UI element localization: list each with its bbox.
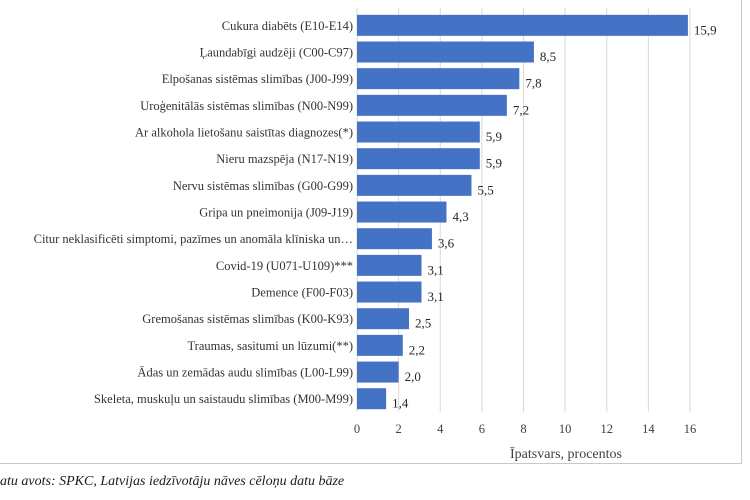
data-label: 3,1	[428, 289, 444, 304]
x-tick-label: 4	[437, 422, 444, 436]
x-tick-label: 10	[559, 422, 572, 436]
bar	[357, 361, 399, 383]
x-tick-label: 2	[396, 422, 402, 436]
category-label: Traumas, sasitumi un lūzumi(**)	[187, 339, 353, 353]
data-label: 5,5	[477, 182, 493, 197]
data-label: 2,0	[405, 369, 421, 384]
x-tick-label: 8	[520, 422, 526, 436]
bar	[357, 388, 387, 410]
bar	[357, 201, 447, 223]
data-label: 3,1	[428, 262, 444, 277]
data-label: 1,4	[392, 396, 409, 411]
bar	[357, 174, 472, 196]
x-tick-label: 16	[684, 422, 697, 436]
bar	[357, 254, 422, 276]
category-label: Nieru mazspēja (N17-N19)	[216, 152, 353, 166]
data-label: 5,9	[486, 156, 502, 171]
data-label: 2,2	[409, 342, 425, 357]
bar	[357, 68, 520, 90]
category-label: Skeleta, muskuļu un saistaudu slimības (…	[94, 392, 353, 406]
category-label: Nervu sistēmas slimības (G00-G99)	[173, 179, 353, 193]
bar	[357, 334, 403, 356]
category-label: Demence (F00-F03)	[251, 286, 353, 300]
x-tick-label: 14	[642, 422, 655, 436]
data-label: 4,3	[452, 209, 468, 224]
source-note: atu avots: SPKC, Latvijas iedzīvotāju nā…	[0, 474, 345, 489]
data-label: 7,8	[525, 76, 541, 91]
labels: 0 2 4 6 8 10 12 14 16 Cukura diabēts (E10-E14) 15,…	[34, 19, 717, 436]
x-axis-title: Īpatsvars, procentos	[510, 446, 622, 462]
data-label: 3,6	[438, 236, 455, 251]
bar	[357, 308, 410, 330]
bar	[357, 228, 432, 250]
category-label: Ādas un zemādas audu slimības (L00-L99)	[137, 366, 353, 380]
bar	[357, 121, 480, 143]
category-label: Gripa un pneimonija (J09-J19)	[199, 206, 353, 220]
bar	[357, 148, 480, 170]
data-label: 8,5	[540, 49, 556, 64]
category-label: Covid-19 (U071-U109)***	[216, 259, 353, 273]
category-label: Citur neklasificēti simptomi, pazīmes un…	[34, 232, 353, 246]
category-label: Ļaundabīgi audzēji (C00-C97)	[200, 46, 353, 60]
chart-frame	[0, 0, 742, 464]
data-label: 2,5	[415, 316, 431, 331]
data-label: 5,9	[486, 129, 502, 144]
x-tick-label: 0	[354, 422, 360, 436]
category-label: Uroģenitālās sistēmas slimības (N00-N99)	[140, 99, 353, 113]
bar	[357, 14, 688, 36]
data-label: 15,9	[694, 22, 717, 37]
category-label: Gremošanas sistēmas slimības (K00-K93)	[142, 312, 353, 326]
bar	[357, 94, 507, 116]
category-label: Cukura diabēts (E10-E14)	[222, 19, 353, 33]
bar	[357, 41, 534, 63]
bar	[357, 281, 422, 303]
category-label: Elpošanas sistēmas slimības (J00-J99)	[162, 72, 353, 86]
data-label: 7,2	[513, 102, 529, 117]
x-tick-label: 12	[601, 422, 614, 436]
bars	[357, 14, 688, 410]
x-tick-label: 6	[479, 422, 485, 436]
category-label: Ar alkohola lietošanu saistītas diagnoze…	[135, 126, 353, 140]
